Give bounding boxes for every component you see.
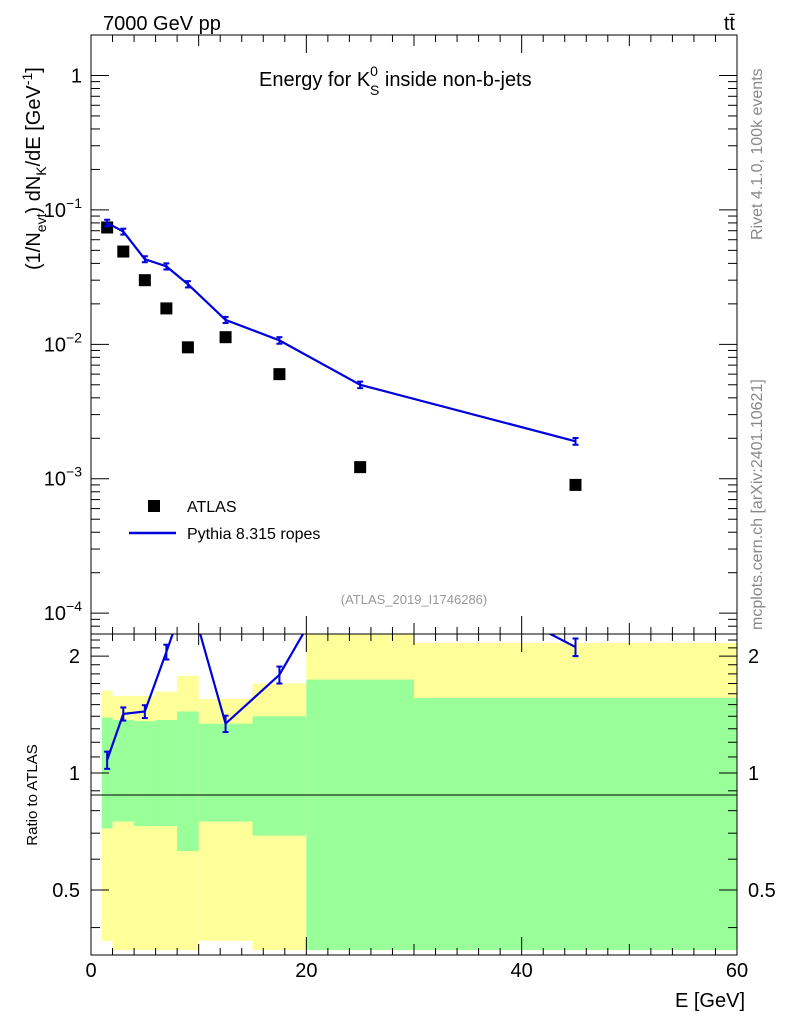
main-series: [101, 218, 582, 491]
atlas-data-point: [219, 331, 232, 344]
atlas-data-point: [181, 341, 194, 354]
atlas-data-point: [354, 461, 367, 474]
pythia-line: [106, 221, 576, 443]
atlas-data-point: [138, 274, 151, 287]
ratio-stat-band: [177, 711, 199, 851]
ratio-uncertainty-bands: [101, 634, 737, 951]
analysis-id: (ATLAS_2019_I1746286): [341, 592, 487, 607]
y-tick-label: 10−2: [44, 329, 82, 356]
x-axis-label: E [GeV]: [675, 990, 745, 1012]
source-label: mcplots.cern.ch [arXiv:2401.10621]: [749, 379, 766, 630]
ratio-y-tick-label-right: 0.5: [748, 880, 776, 902]
ratio-stat-band: [134, 721, 156, 827]
legend-atlas-label: ATLAS: [187, 499, 237, 516]
legend: ATLAS Pythia 8.315 ropes: [129, 499, 320, 543]
main-frame: [90, 34, 738, 635]
main-y-tick-labels: 10−4 10−3 10−2 10−1 1: [44, 65, 82, 625]
ratio-stat-band: [198, 723, 253, 822]
ratio-y-axis-label: Ratio to ATLAS: [24, 744, 41, 845]
x-tick-label: 60: [726, 960, 748, 982]
ratio-y-tick-label-left: 1: [69, 763, 80, 785]
ratio-stat-band: [414, 698, 737, 951]
plot-title: Energy for K0 S inside non-b-jets: [259, 63, 532, 98]
x-tick-label: 0: [85, 960, 96, 982]
main-y-axis-label: (1/Nevt) dNK/dE [GeV-1]: [19, 67, 49, 270]
ratio-y-tick-label-left: 0.5: [52, 880, 80, 902]
legend-atlas-marker: [148, 500, 160, 512]
ratio-series: [104, 634, 579, 770]
rivet-label: Rivet 4.1.0, 100k events: [749, 68, 766, 240]
ratio-tick-labels: 0.5 0.51 12 20 20 40 60: [52, 646, 776, 982]
ratio-panel: 0.5 0.51 12 20 20 40 60 Ratio to ATLAS E [GeV]: [24, 633, 776, 1012]
main-panel: 10−4 10−3 10−2 10−1 1 Energy for K0 S inside …: [19, 34, 738, 635]
y-tick-label: 1: [71, 65, 82, 87]
main-ticks: [90, 34, 738, 635]
ratio-stat-band: [252, 716, 307, 836]
atlas-data-point: [117, 245, 130, 258]
ratio-stat-band: [155, 719, 178, 827]
energy-label: 7000 GeV pp: [103, 13, 221, 35]
ratio-stat-band: [306, 679, 414, 951]
y-tick-label: 10−3: [44, 464, 82, 491]
ratio-y-tick-label-right: 1: [748, 763, 759, 785]
atlas-data-point: [569, 478, 582, 491]
atlas-data-point: [273, 368, 286, 381]
ratio-line: [106, 634, 577, 761]
x-tick-label: 20: [295, 960, 317, 982]
ratio-y-tick-label-right: 2: [748, 646, 759, 668]
y-tick-label: 10−1: [44, 195, 82, 222]
atlas-data-point: [160, 302, 173, 315]
ratio-y-tick-label-left: 2: [69, 646, 80, 668]
legend-pythia-label: Pythia 8.315 ropes: [187, 526, 320, 543]
process-label: tt̄: [724, 13, 736, 35]
y-tick-label: 10−4: [44, 598, 82, 625]
ratio-stat-band: [112, 719, 135, 822]
x-tick-label: 40: [511, 960, 533, 982]
ratio-frame: [90, 633, 738, 956]
